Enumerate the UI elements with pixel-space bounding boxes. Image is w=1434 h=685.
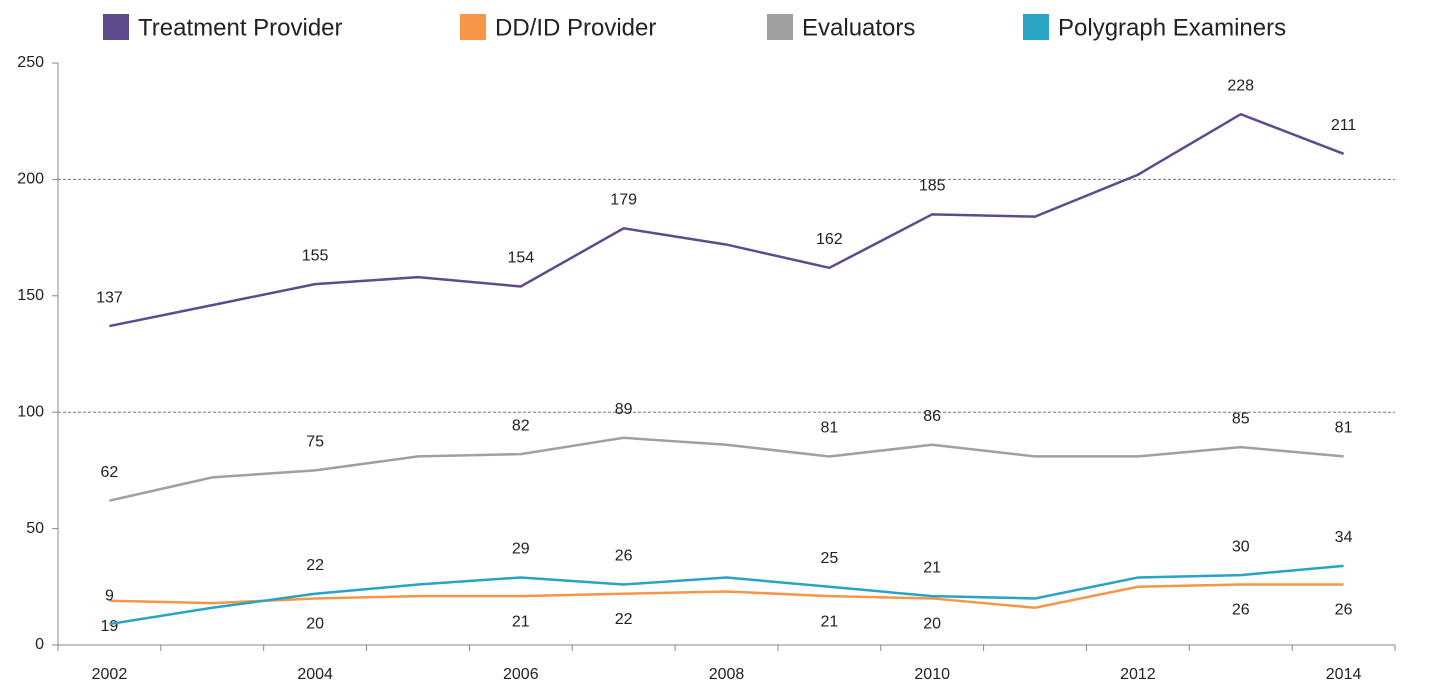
data-label: 211 — [1331, 117, 1357, 134]
data-label: 81 — [1335, 420, 1353, 437]
data-label: 179 — [610, 192, 637, 209]
x-tick-label: 2012 — [1120, 666, 1156, 683]
y-tick-label: 0 — [35, 636, 44, 653]
data-label: 26 — [615, 548, 633, 565]
data-label: 89 — [615, 401, 633, 418]
data-label: 25 — [820, 550, 838, 567]
x-tick-label: 2008 — [709, 666, 745, 683]
data-label: 137 — [96, 289, 123, 306]
series-line — [109, 583, 1344, 610]
data-label: 62 — [101, 464, 119, 481]
x-tick-label: 2006 — [503, 666, 539, 683]
data-label: 185 — [919, 178, 946, 195]
legend-label: Polygraph Examiners — [1058, 14, 1286, 41]
data-label: 81 — [820, 420, 838, 437]
x-tick-label: 2004 — [297, 666, 333, 683]
y-tick-label: 200 — [17, 171, 44, 188]
series-line — [109, 112, 1345, 328]
data-label: 82 — [512, 417, 530, 434]
series-line — [109, 436, 1344, 502]
legend-label: DD/ID Provider — [495, 14, 656, 41]
x-tick-label: 2002 — [92, 666, 128, 683]
data-label: 19 — [101, 618, 119, 635]
data-label: 75 — [306, 434, 324, 451]
legend-label: Treatment Provider — [138, 14, 343, 41]
data-label: 85 — [1232, 410, 1250, 427]
legend-swatch — [767, 14, 793, 40]
data-label: 26 — [1335, 602, 1353, 619]
data-label: 154 — [507, 250, 534, 267]
x-tick-label: 2010 — [914, 666, 950, 683]
data-label: 21 — [820, 613, 838, 630]
y-tick-label: 150 — [17, 287, 44, 304]
y-tick-label: 100 — [17, 403, 44, 420]
y-tick-label: 50 — [26, 520, 44, 537]
data-label: 22 — [306, 557, 324, 574]
data-label: 162 — [816, 231, 843, 248]
data-label: 26 — [1232, 602, 1250, 619]
data-label: 22 — [615, 611, 633, 628]
data-label: 228 — [1227, 77, 1254, 94]
legend-label: Evaluators — [802, 14, 915, 41]
data-label: 34 — [1335, 529, 1353, 546]
data-label: 30 — [1232, 538, 1250, 555]
data-label: 20 — [306, 616, 324, 633]
data-label: 86 — [923, 408, 941, 425]
x-tick-label: 2014 — [1326, 666, 1362, 683]
y-tick-label: 250 — [17, 54, 44, 71]
data-label: 29 — [512, 541, 530, 558]
legend: Treatment Provider DD/ID Provider Evaluato… — [103, 14, 1286, 41]
data-label: 9 — [105, 587, 114, 604]
legend-swatch — [103, 14, 129, 40]
data-label: 21 — [923, 559, 941, 576]
series-line — [109, 564, 1344, 626]
data-label: 155 — [302, 247, 329, 264]
legend-swatch — [460, 14, 486, 40]
data-label: 20 — [923, 616, 941, 633]
data-label: 21 — [512, 613, 530, 630]
legend-swatch — [1023, 14, 1049, 40]
